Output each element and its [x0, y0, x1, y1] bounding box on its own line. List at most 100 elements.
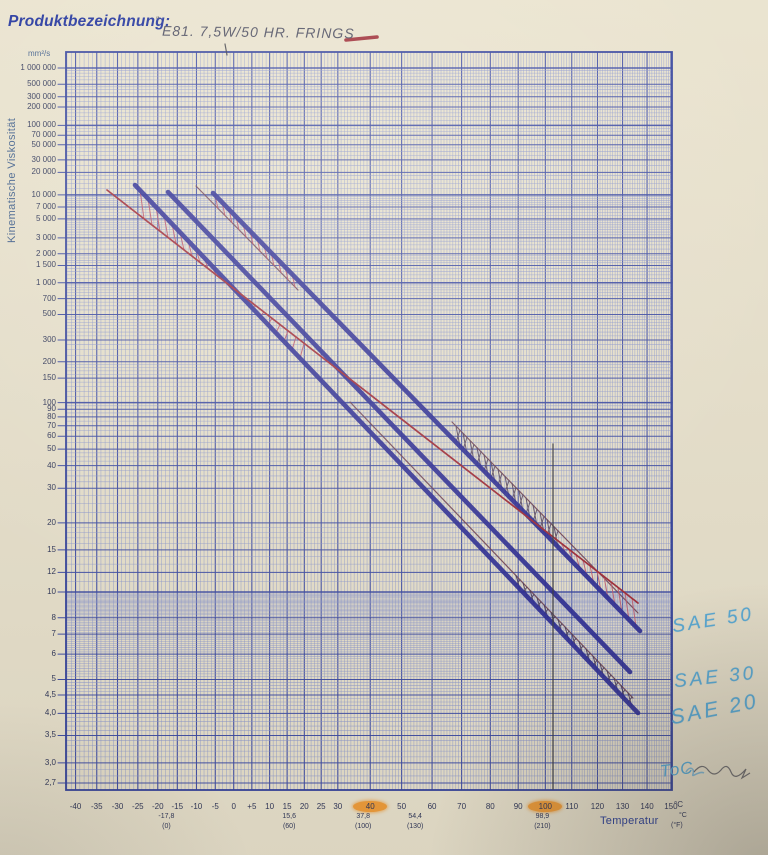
- y-tick-label: 300: [42, 334, 56, 344]
- plot-border: [65, 51, 673, 791]
- signature-initials: ToC: [658, 758, 695, 781]
- x-tick-fahrenheit-ref: 37,8: [356, 813, 370, 820]
- y-axis-unit: mm²/s: [28, 49, 51, 58]
- y-tick-label: 5: [51, 674, 56, 684]
- y-tick-label: 500 000: [27, 79, 56, 89]
- y-tick-label: 70 000: [31, 130, 56, 140]
- x-tick-label: 90: [513, 802, 523, 811]
- y-tick-label: 10: [47, 587, 56, 597]
- red-dash-mark: [344, 35, 379, 42]
- x-tick-label: +5: [247, 802, 257, 811]
- x-tick-label: 40: [353, 801, 388, 812]
- x-tick-fahrenheit-ref: (60): [282, 823, 296, 830]
- y-tick-label: 7: [51, 629, 56, 639]
- y-tick-label: 5 000: [35, 213, 56, 223]
- y-tick-label: 70: [47, 420, 56, 430]
- product-line: [106, 189, 639, 604]
- x-tick-label: 110: [565, 802, 579, 811]
- x-tick-label: 120: [590, 802, 605, 811]
- x-tick-fahrenheit-ref: (0): [162, 823, 171, 830]
- y-tick-label: 700: [42, 293, 56, 303]
- y-tick-label: 3,0: [44, 757, 56, 767]
- x-tick-fahrenheit-ref: 15,6: [282, 813, 296, 820]
- handwritten-product-name: E81. 7,5W/50 HR. FRINGS: [161, 22, 355, 42]
- signature-scribble-blue: [685, 767, 705, 777]
- sae-reference-line: [210, 190, 643, 634]
- y-tick-label: 20: [47, 517, 56, 527]
- y-tick-label: 50: [47, 444, 56, 454]
- x-tick-label: -5: [211, 802, 219, 811]
- ink-tick-mark: [224, 43, 228, 56]
- y-tick-label: 100 000: [27, 120, 56, 130]
- x-tick-label: -35: [90, 802, 103, 811]
- x-tick-label: 140: [640, 802, 654, 811]
- hatch-mark: [147, 198, 153, 226]
- x-tick-label: 20: [299, 802, 309, 811]
- x-tick-label: -30: [111, 802, 124, 811]
- x-tick-fahrenheit-ref: (100): [355, 823, 372, 830]
- x-tick-label: -15: [171, 802, 184, 811]
- x-axis-unit-celsius: °C: [674, 800, 683, 809]
- x-tick-fahrenheit-ref: (130): [406, 823, 424, 830]
- ditto-mark: ″: [156, 15, 160, 25]
- page-title: Produktbezeichnung:: [8, 13, 171, 30]
- y-tick-label: 80: [47, 411, 56, 421]
- y-tick-label: 1 500: [35, 260, 56, 270]
- x-tick-label: 10: [265, 802, 275, 811]
- y-tick-label: 4,5: [44, 690, 56, 700]
- y-tick-label: 10 000: [31, 189, 56, 199]
- y-tick-label: 3 000: [35, 232, 56, 242]
- y-tick-label: 2 000: [35, 248, 56, 258]
- x-tick-fahrenheit-ref: -17,8: [158, 813, 175, 820]
- y-tick-label: 4,0: [44, 708, 56, 718]
- x-tick-label: -25: [132, 802, 144, 811]
- y-tick-label: 30: [47, 483, 56, 493]
- x-tick-fahrenheit-ref: 54,4: [408, 813, 422, 820]
- hatch-mark: [617, 586, 623, 614]
- y-tick-label: 150: [42, 373, 56, 383]
- y-tick-label: 12: [47, 567, 56, 577]
- x-tick-label: 80: [485, 802, 495, 811]
- y-tick-label: 500: [42, 309, 56, 319]
- y-tick-label: 20 000: [31, 167, 56, 177]
- x-axis-unit-fahrenheit: (°F): [671, 822, 683, 829]
- x-tick-label: -20: [151, 802, 164, 811]
- sae-reference-line: [132, 182, 641, 716]
- x-tick-label: -40: [69, 802, 82, 811]
- x-tick-label: 25: [316, 802, 326, 811]
- y-tick-label: 3,5: [44, 730, 56, 740]
- y-tick-label: 50 000: [31, 139, 56, 149]
- x-tick-label: 50: [397, 802, 407, 811]
- y-tick-label: 200 000: [27, 102, 56, 112]
- y-tick-label: 15: [47, 544, 56, 554]
- y-tick-label: 90: [47, 404, 56, 414]
- y-tick-label: 300 000: [27, 91, 56, 101]
- x-axis-title: Temperatur: [600, 815, 659, 827]
- x-tick-label: 70: [457, 802, 467, 811]
- y-tick-label: 2,7: [44, 778, 56, 788]
- y-tick-label: 30 000: [31, 154, 56, 164]
- y-tick-label: 100: [42, 397, 56, 407]
- y-tick-label: 60: [47, 431, 56, 441]
- x-tick-label: 0: [231, 802, 236, 811]
- x-tick-label: 15: [282, 802, 292, 811]
- x-tick-label: 100: [528, 801, 563, 812]
- y-tick-label: 200: [42, 356, 56, 366]
- hatch-mark: [631, 597, 637, 628]
- x-tick-label: 130: [615, 802, 630, 811]
- x-tick-label: -10: [190, 802, 203, 811]
- x-tick-label: 150: [664, 802, 678, 811]
- x-tick-label: 60: [427, 802, 437, 811]
- y-tick-label: 6: [51, 649, 56, 659]
- x-tick-fahrenheit-ref: (210): [534, 823, 551, 830]
- x-axis-unit-celsius-2: °C: [679, 812, 687, 819]
- hatch-mark: [624, 592, 630, 621]
- y-tick-label: 1 000 000: [20, 62, 56, 72]
- signature-scribble-pencil: [693, 765, 751, 780]
- hand-guide-line: [451, 421, 639, 614]
- y-tick-label: 8: [51, 612, 56, 622]
- hatch-mark: [139, 189, 145, 220]
- x-tick-label: 30: [333, 802, 343, 811]
